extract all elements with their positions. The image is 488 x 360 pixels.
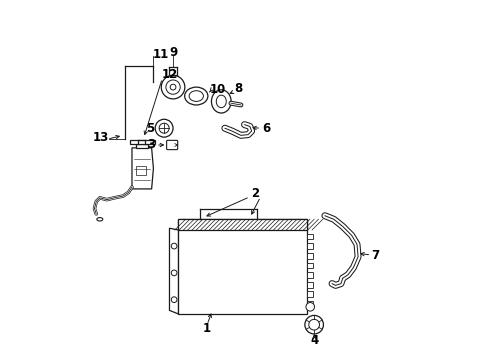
Circle shape xyxy=(304,315,323,334)
Text: 12: 12 xyxy=(161,68,177,81)
Text: 6: 6 xyxy=(261,122,269,135)
Circle shape xyxy=(171,270,177,276)
Bar xyxy=(306,253,313,258)
Bar xyxy=(306,282,313,288)
Text: 2: 2 xyxy=(251,187,259,200)
Bar xyxy=(306,262,313,268)
Bar xyxy=(135,166,146,175)
Bar xyxy=(130,140,155,144)
Circle shape xyxy=(155,119,173,137)
Text: 11: 11 xyxy=(152,49,168,62)
Text: 3: 3 xyxy=(146,139,155,152)
Text: 13: 13 xyxy=(93,131,109,144)
Circle shape xyxy=(308,319,319,330)
Ellipse shape xyxy=(189,91,203,102)
Text: 1: 1 xyxy=(203,323,211,336)
Circle shape xyxy=(165,80,180,94)
Circle shape xyxy=(161,75,184,99)
FancyBboxPatch shape xyxy=(166,140,177,150)
Text: 4: 4 xyxy=(309,333,318,347)
Circle shape xyxy=(159,123,169,133)
Bar xyxy=(135,144,148,148)
Bar xyxy=(306,272,313,278)
Bar xyxy=(306,292,313,297)
Bar xyxy=(178,219,306,230)
Ellipse shape xyxy=(184,87,207,105)
Circle shape xyxy=(171,243,177,249)
Bar xyxy=(306,301,313,307)
Bar xyxy=(306,243,313,249)
Ellipse shape xyxy=(211,90,231,113)
Polygon shape xyxy=(169,228,178,314)
Text: 8: 8 xyxy=(234,82,242,95)
Circle shape xyxy=(170,84,176,90)
Ellipse shape xyxy=(216,95,226,108)
Text: 10: 10 xyxy=(209,84,225,96)
Circle shape xyxy=(305,302,314,311)
Polygon shape xyxy=(132,148,153,189)
Polygon shape xyxy=(178,219,306,314)
Text: 5: 5 xyxy=(146,122,154,135)
Text: 9: 9 xyxy=(168,46,177,59)
Text: 7: 7 xyxy=(370,248,378,261)
Bar xyxy=(306,234,313,239)
Circle shape xyxy=(171,297,177,302)
